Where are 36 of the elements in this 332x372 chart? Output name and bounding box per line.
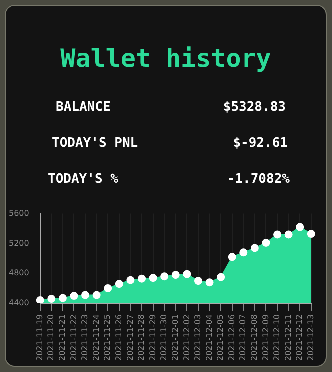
x-tick-label: 2021-11-28 xyxy=(137,314,146,362)
y-tick-label: 5600 xyxy=(9,208,30,218)
x-tick-label: 2021-12-05 xyxy=(216,314,226,362)
x-tick-label: 2021-12-01 xyxy=(170,314,180,362)
chart-title: Wallet history xyxy=(60,44,272,73)
text: -1.7082% xyxy=(227,172,290,187)
x-tick-label: 2021-12-03 xyxy=(194,314,203,362)
x-tick-label: 2021-12-11 xyxy=(284,314,293,362)
text: TODAY'S % xyxy=(48,172,118,187)
x-tick-label: 2021-11-25 xyxy=(103,314,112,362)
x-tick-label: 2021-11-19 xyxy=(35,314,44,362)
x-tick-label: 2021-12-12 xyxy=(295,314,304,362)
x-tick-label: 2021-11-22 xyxy=(69,314,78,362)
x-tick-label: 2021-11-26 xyxy=(114,314,124,362)
x-tick-label: 2021-11-21 xyxy=(58,314,68,362)
x-tick-label: 2021-12-06 xyxy=(227,314,236,362)
x-tick-label: 2021-12-02 xyxy=(182,314,192,362)
x-tick-label: 2021-11-27 xyxy=(126,314,135,362)
x-tick-label: 2021-12-04 xyxy=(204,314,214,362)
x-tick-label: 2021-12-09 xyxy=(261,314,270,362)
y-tick-label: 4400 xyxy=(9,298,30,308)
text: BALANCE xyxy=(56,100,111,115)
y-tick-label: 5200 xyxy=(9,238,30,248)
x-tick-label: 2021-11-29 xyxy=(148,314,158,362)
x-tick-label: 2021-12-07 xyxy=(238,314,248,362)
text: TODAY'S PNL xyxy=(52,136,138,151)
x-tick-label: 2021-11-20 xyxy=(46,314,56,362)
x-tick-label: 2021-11-30 xyxy=(160,314,169,362)
text: $-92.61 xyxy=(233,136,288,151)
text: $5328.83 xyxy=(223,100,286,115)
x-tick-label: 2021-12-10 xyxy=(272,314,282,362)
y-tick-label: 4800 xyxy=(9,268,30,278)
x-tick-label: 2021-12-13 xyxy=(306,314,316,362)
x-tick-label: 2021-11-23 xyxy=(80,314,90,362)
x-tick-label: 2021-12-08 xyxy=(250,314,260,362)
x-tick-label: 2021-11-24 xyxy=(92,314,101,362)
